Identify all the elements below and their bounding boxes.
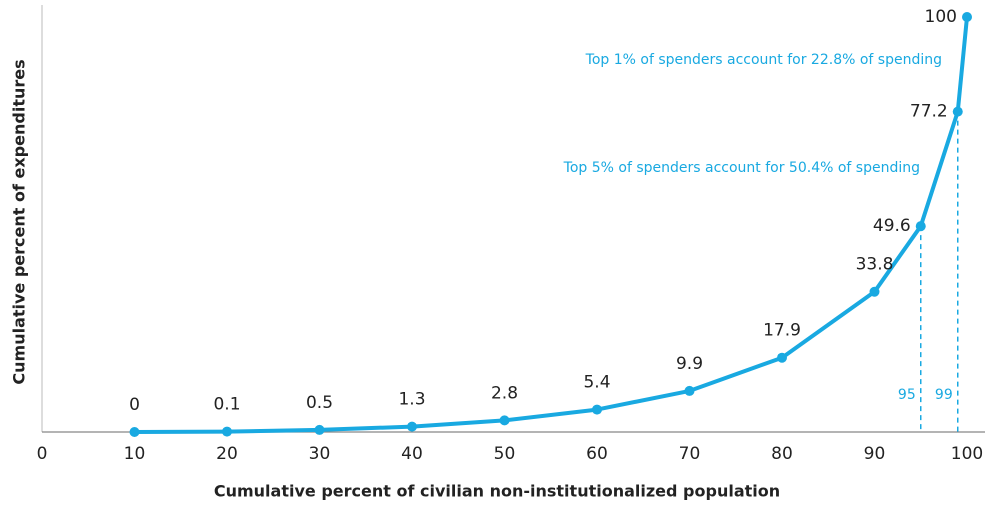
reference-label: 99 [935,387,953,403]
data-label: 9.9 [676,354,703,374]
x-tick-label: 40 [401,444,423,464]
reference-label: 95 [898,387,916,403]
data-label: 5.4 [583,373,610,393]
data-label: 0.1 [213,395,240,415]
line [134,16,969,434]
point [869,286,880,297]
point [592,404,602,415]
x-tick-label: 10 [124,444,146,464]
point [499,415,510,426]
x-tick-label: 30 [309,444,331,464]
data-label: 0.5 [306,393,333,413]
point [777,352,787,363]
annotation: Top 1% of spenders account for 22.8% of … [585,52,942,68]
data-label: 49.6 [873,216,911,236]
point [962,12,972,22]
data-label: 77.2 [910,102,948,122]
y-axis-label: Cumulative percent of expenditures [10,59,29,384]
data-label: 0 [129,395,140,415]
x-tick-label: 100 [951,444,983,464]
data-label: 1.3 [398,390,425,410]
x-tick-label: 60 [586,444,608,464]
point [952,106,963,117]
x-tick-label: 20 [216,444,238,464]
x-tick-label: 80 [771,444,793,464]
point [222,426,232,437]
point [915,221,926,232]
point [129,427,140,437]
point [407,421,417,432]
x-axis-label: Cumulative percent of civilian non-insti… [214,482,780,501]
x-tick-label: 70 [679,444,701,464]
data-label: 17.9 [763,321,801,341]
x-tick-label: 0 [37,444,48,464]
x-tick-label: 90 [864,444,886,464]
x-tick-label: 50 [494,444,516,464]
point [314,424,325,435]
data-label: 2.8 [491,383,518,403]
data-label: 100 [925,7,957,27]
point [684,385,695,396]
annotation: Top 5% of spenders account for 50.4% of … [563,160,920,176]
data-label: 33.8 [856,255,894,275]
